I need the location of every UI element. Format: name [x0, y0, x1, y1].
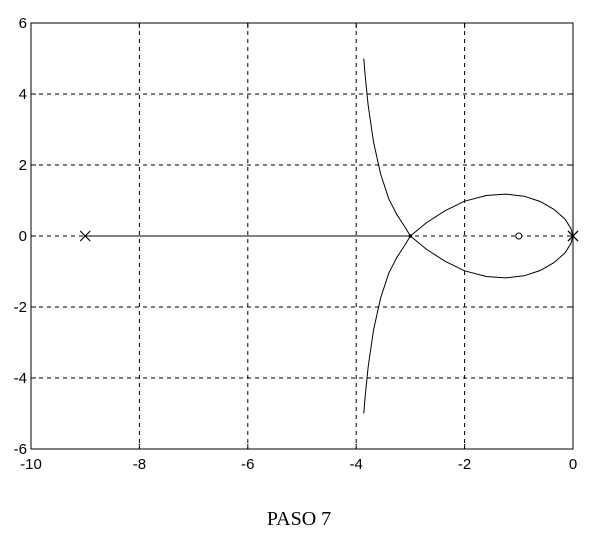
- x-tick-label: -8: [133, 456, 146, 473]
- pole-marker: [79, 230, 91, 242]
- figure-caption: PASO 7: [266, 508, 332, 530]
- y-axis-ticks: -6 -4 -2 0 2 4 6: [14, 15, 573, 458]
- y-tick-label: 6: [19, 15, 27, 32]
- locus-branch-3: [363, 235, 411, 414]
- y-tick-label: 2: [19, 157, 27, 174]
- x-axis-ticks: -10 -8 -6 -4 -2 0: [20, 23, 577, 473]
- y-tick-label: 4: [19, 86, 27, 103]
- locus-branch-2: [363, 58, 411, 237]
- x-tick-label: -2: [458, 456, 471, 473]
- locus-branches: [85, 58, 574, 414]
- y-tick-label: -6: [14, 441, 27, 458]
- locus-branch-4: [410, 193, 574, 237]
- x-tick-label: -10: [20, 456, 42, 473]
- break-point-marker: [408, 234, 413, 238]
- grid-lines: [31, 23, 573, 449]
- zero-marker: [515, 232, 523, 240]
- locus-branch-5: [410, 235, 574, 279]
- x-tick-label: 0: [569, 456, 577, 473]
- y-tick-label: -4: [14, 370, 27, 387]
- x-tick-label: -6: [241, 456, 254, 473]
- x-tick-label: -4: [350, 456, 363, 473]
- root-locus-chart: -10 -8 -6 -4 -2 0 -6 -4 -2 0 2 4 6: [14, 15, 579, 473]
- y-tick-label: -2: [14, 299, 27, 316]
- y-tick-label: 0: [19, 228, 27, 245]
